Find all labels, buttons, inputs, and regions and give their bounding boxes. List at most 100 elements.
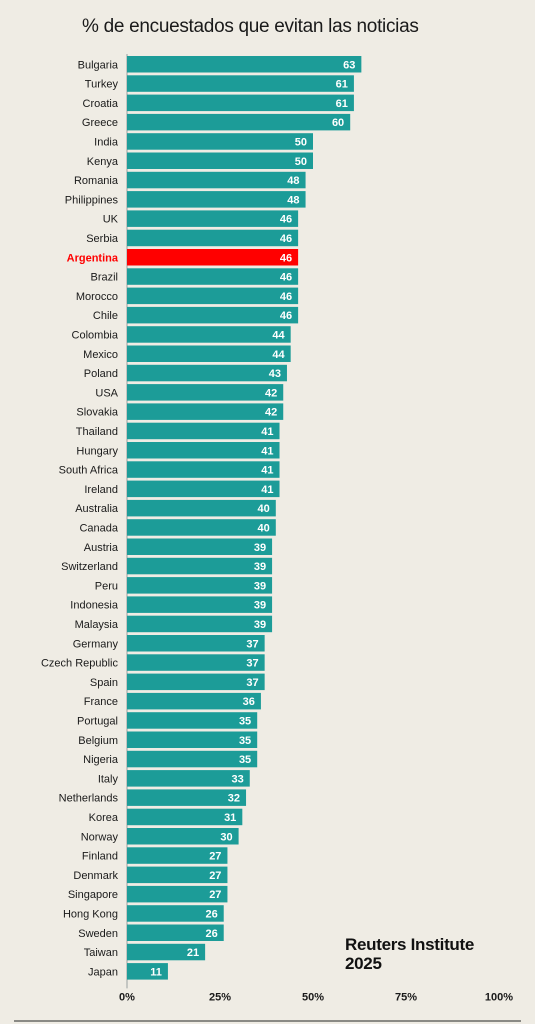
bar xyxy=(127,461,280,478)
data-label: 31 xyxy=(224,812,236,824)
data-label: 39 xyxy=(254,600,266,612)
category-label: Malaysia xyxy=(75,619,119,631)
tick-label: 50% xyxy=(302,991,324,1003)
data-label: 63 xyxy=(343,59,355,71)
bar xyxy=(127,808,243,826)
bar xyxy=(127,403,284,420)
category-label: Turkey xyxy=(85,79,119,91)
category-label: Czech Republic xyxy=(41,658,119,670)
bar xyxy=(127,268,299,285)
category-label: India xyxy=(94,136,119,148)
category-label: Nigeria xyxy=(83,754,119,766)
category-label: Hungary xyxy=(76,445,118,457)
data-label: 33 xyxy=(232,773,244,785)
category-label: Bulgaria xyxy=(78,59,119,71)
data-label: 42 xyxy=(265,407,277,419)
category-label: Hong Kong xyxy=(63,908,118,920)
bar xyxy=(127,384,284,401)
category-label: Kenya xyxy=(87,156,119,168)
data-label: 35 xyxy=(239,735,251,747)
bar xyxy=(127,750,258,768)
bar xyxy=(127,905,224,922)
bar xyxy=(127,847,228,864)
bar xyxy=(127,538,273,555)
category-label: UK xyxy=(103,214,119,226)
category-label: Greece xyxy=(82,117,118,129)
bar xyxy=(127,943,206,961)
bar xyxy=(127,75,354,92)
data-label: 27 xyxy=(209,889,221,901)
bar xyxy=(127,828,239,845)
category-label: Canada xyxy=(79,522,118,534)
data-label: 39 xyxy=(254,561,266,573)
category-label: Finland xyxy=(82,851,118,863)
bar xyxy=(127,345,291,362)
data-label: 42 xyxy=(265,387,277,399)
bar xyxy=(127,94,354,112)
data-label: 50 xyxy=(295,136,307,148)
bar xyxy=(127,113,351,131)
category-label: Thailand xyxy=(76,426,118,438)
data-label: 37 xyxy=(246,638,258,650)
category-label: Austria xyxy=(84,542,119,554)
category-label: Portugal xyxy=(77,715,118,727)
category-label: Netherlands xyxy=(59,793,119,805)
data-label: 27 xyxy=(209,851,221,863)
data-label: 39 xyxy=(254,580,266,592)
source-year: 2025 xyxy=(345,954,382,973)
bar xyxy=(127,306,299,324)
source-name: Reuters Institute xyxy=(345,935,475,954)
bar xyxy=(127,519,276,536)
category-label: Philippines xyxy=(65,194,119,206)
data-label: 40 xyxy=(258,503,270,515)
bar xyxy=(127,191,306,208)
category-label: Sweden xyxy=(78,928,118,940)
category-label: Poland xyxy=(84,368,118,380)
tick-label: 0% xyxy=(119,991,135,1003)
category-label: Italy xyxy=(98,773,119,785)
data-label: 11 xyxy=(150,966,162,978)
category-label: Indonesia xyxy=(70,600,119,612)
data-label: 41 xyxy=(261,484,273,496)
bar xyxy=(127,557,273,575)
category-label: Croatia xyxy=(83,98,119,110)
bar xyxy=(127,577,273,594)
bar xyxy=(127,56,362,73)
category-label: Argentina xyxy=(67,252,119,264)
data-label: 37 xyxy=(246,658,258,670)
bar xyxy=(127,866,228,884)
bar xyxy=(127,229,299,247)
bar xyxy=(127,673,265,691)
category-label: Belgium xyxy=(78,735,118,747)
data-label: 46 xyxy=(280,272,292,284)
bar xyxy=(127,596,273,613)
data-label: 46 xyxy=(280,291,292,303)
bar xyxy=(127,133,313,150)
data-label: 48 xyxy=(287,175,299,187)
bar xyxy=(127,210,299,227)
category-label: Japan xyxy=(88,966,118,978)
data-label: 40 xyxy=(258,522,270,534)
data-label: 46 xyxy=(280,214,292,226)
bar xyxy=(127,770,250,787)
bar xyxy=(127,654,265,671)
data-label: 27 xyxy=(209,870,221,882)
category-label: Singapore xyxy=(68,889,118,901)
chart-title: % de encuestados que evitan las noticias xyxy=(82,16,419,37)
bar xyxy=(127,924,224,941)
category-label: Norway xyxy=(81,831,119,843)
category-label: Australia xyxy=(75,503,119,515)
bar xyxy=(127,364,287,382)
category-label: Korea xyxy=(89,812,119,824)
category-label: Slovakia xyxy=(76,407,118,419)
tick-label: 100% xyxy=(485,991,513,1003)
data-label: 41 xyxy=(261,465,273,477)
category-label: Germany xyxy=(73,638,119,650)
bar xyxy=(127,152,313,169)
data-label: 60 xyxy=(332,117,344,129)
category-label: USA xyxy=(95,387,118,399)
data-label: 61 xyxy=(336,79,348,91)
category-label: Brazil xyxy=(90,272,118,284)
data-label: 37 xyxy=(246,677,258,689)
